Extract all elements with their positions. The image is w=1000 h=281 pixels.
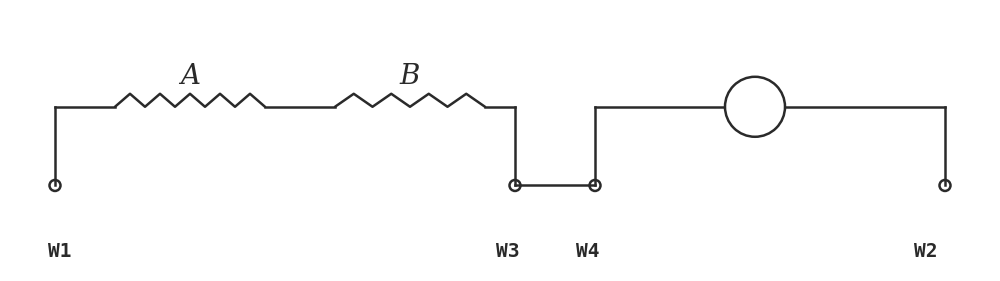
Text: M: M <box>736 90 774 123</box>
Circle shape <box>725 77 785 137</box>
Text: W4: W4 <box>576 242 600 261</box>
Text: W1: W1 <box>48 242 72 261</box>
Text: W2: W2 <box>914 242 938 261</box>
Text: W3: W3 <box>496 242 520 261</box>
Text: A: A <box>180 63 200 90</box>
Text: B: B <box>400 63 420 90</box>
